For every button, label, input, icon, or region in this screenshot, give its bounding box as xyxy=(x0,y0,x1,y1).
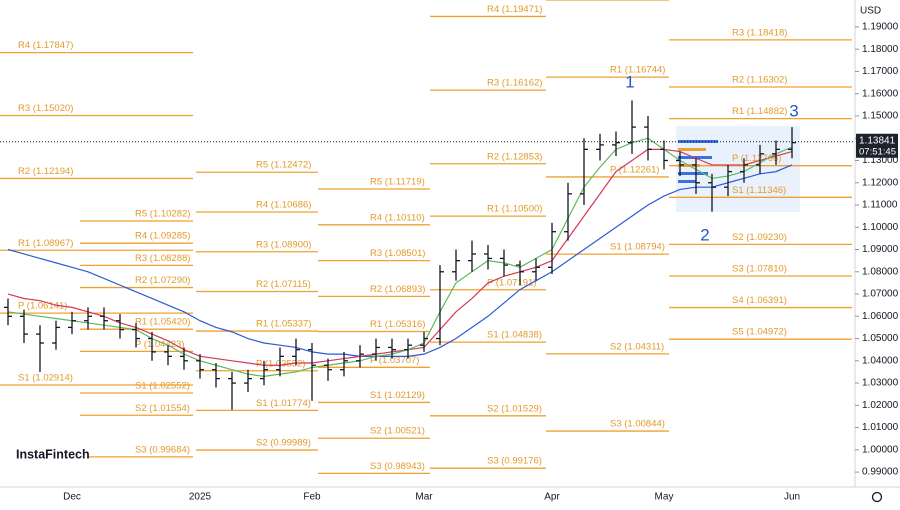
x-tick-label: 2025 xyxy=(189,492,212,503)
pivot-label: R2 (1.07290) xyxy=(135,275,190,286)
pivot-label: S5 (1.04972) xyxy=(732,327,787,338)
y-tick-label: 1.06000 xyxy=(862,311,899,322)
y-tick-label: 1.13000 xyxy=(862,155,899,166)
y-tick-label: 1.01000 xyxy=(862,422,899,433)
pivot-label: R2 (1.12853) xyxy=(487,151,542,162)
last-price-label: 1.13841 xyxy=(859,135,896,146)
pivot-label: R3 (1.08288) xyxy=(135,253,190,264)
pivot-label: R3 (1.18418) xyxy=(732,27,787,38)
pivot-label: S2 (1.04311) xyxy=(610,341,664,352)
currency: USD xyxy=(860,6,881,17)
pivot-label: R2 (1.06893) xyxy=(370,284,425,295)
last-price-box xyxy=(856,133,898,158)
pivot-label: R3 (1.08501) xyxy=(370,248,425,259)
moving-average xyxy=(7,164,793,357)
pivot-label: S4 (1.06391) xyxy=(732,295,787,306)
volume-profile-bar xyxy=(678,140,718,143)
pivot-label: R2 (1.12194) xyxy=(18,166,73,177)
pivot-label: R1 (1.05337) xyxy=(256,319,311,330)
y-tick-label: 1.02000 xyxy=(862,400,899,411)
settings-icon[interactable] xyxy=(871,491,883,503)
pivot-label: P (1.04423) xyxy=(135,339,184,350)
volume-profile-bar xyxy=(678,180,696,183)
pivot-label: S2 (1.01529) xyxy=(487,403,542,414)
y-tick-label: 1.08000 xyxy=(862,266,899,277)
y-tick-label: 1.07000 xyxy=(862,289,899,300)
pivot-label: S3 (0.99176) xyxy=(487,456,542,467)
pivot-label: S1 (1.04838) xyxy=(487,330,542,341)
y-tick-label: 1.03000 xyxy=(862,378,899,389)
y-tick-label: 1.09000 xyxy=(862,244,899,255)
pivot-label: S3 (0.99684) xyxy=(135,444,190,455)
pivot-label: P (1.03552) xyxy=(256,358,305,369)
y-tick-label: 1.15000 xyxy=(862,111,899,122)
x-tick-label: Apr xyxy=(544,492,560,503)
pivot-label: R4 (1.10110) xyxy=(370,212,425,223)
wave-annotation: 2 xyxy=(700,225,709,244)
pivot-label: R1 (1.05420) xyxy=(135,317,190,328)
pivot-label: S2 (0.99989) xyxy=(256,438,311,449)
pivot-label: R3 (1.15020) xyxy=(18,103,73,114)
y-tick-label: 1.19000 xyxy=(862,22,899,33)
pivot-label: S2 (1.09230) xyxy=(732,232,787,243)
pivot-label: R4 (1.19471) xyxy=(487,4,542,15)
volume-profile-bar xyxy=(678,148,706,151)
volume-profile-bar xyxy=(678,172,708,175)
x-tick-label: May xyxy=(655,492,674,503)
pivot-label: R5 (1.12472) xyxy=(256,160,311,171)
pivot-label: R5 (1.11719) xyxy=(370,177,425,188)
pivot-label: S1 (1.11346) xyxy=(732,185,786,196)
pivot-label: R1 (1.10500) xyxy=(487,204,542,215)
y-tick-label: 0.99000 xyxy=(862,467,899,478)
pivot-label: R2 (1.07115) xyxy=(256,279,311,290)
x-tick-label: Feb xyxy=(303,492,321,503)
pivot-label: P (1.12766) xyxy=(732,153,781,164)
pivot-label: R3 (1.08900) xyxy=(256,239,311,250)
x-tick-label: Jun xyxy=(784,492,800,503)
pivot-label: S2 (1.00521) xyxy=(370,426,425,437)
pivot-label: S3 (1.00844) xyxy=(610,419,665,430)
pivot-label: R5 (1.10282) xyxy=(135,208,190,219)
pivot-label: S3 (1.07810) xyxy=(732,264,787,275)
wave-annotation: 1 xyxy=(625,72,634,91)
y-tick-label: 1.11000 xyxy=(862,200,898,211)
x-tick-label: Mar xyxy=(415,492,433,503)
pivot-label: R4 (1.09285) xyxy=(135,231,190,242)
pivot-label: R2 (1.16302) xyxy=(732,74,787,85)
pivot-label: R1 (1.14882) xyxy=(732,106,787,117)
pivot-label: P (1.06141) xyxy=(18,301,67,312)
y-tick-label: 1.18000 xyxy=(862,44,899,55)
pivot-label: S1 (1.02914) xyxy=(18,372,73,383)
pivot-label: S2 (1.01554) xyxy=(135,403,190,414)
x-tick-label: Dec xyxy=(63,492,81,503)
pivot-label: P (1.07191) xyxy=(487,277,536,288)
pivot-label: P (1.12261) xyxy=(610,164,659,175)
y-tick-label: 1.04000 xyxy=(862,355,899,366)
pivot-label: R1 (1.05316) xyxy=(370,319,425,330)
y-tick-label: 1.12000 xyxy=(862,177,899,188)
pivot-label: R1 (1.16744) xyxy=(610,65,665,76)
pivot-label: P (1.03707) xyxy=(370,355,419,366)
wave-annotation: 3 xyxy=(789,101,798,120)
brand: InstaFintech xyxy=(16,447,90,461)
pivot-label: R1 (1.08967) xyxy=(18,238,73,249)
plot-area: R4 (1.17847) R3 (1.15020) R2 (1.12194) R1 (… xyxy=(0,0,852,475)
y-tick-label: 1.05000 xyxy=(862,333,899,344)
brand-box xyxy=(10,436,88,472)
pivot-label: S1 (1.01774) xyxy=(256,398,311,409)
y-tick-label: 1.17000 xyxy=(862,66,899,77)
pivot-label: S1 (1.08794) xyxy=(610,242,665,253)
pivot-label: S1 (1.02129) xyxy=(370,390,425,401)
pivot-label: R3 (1.16162) xyxy=(487,78,542,89)
moving-average xyxy=(7,137,793,377)
y-tick-label: 1.00000 xyxy=(862,444,899,455)
pivot-label: S1 (1.02552) xyxy=(135,381,190,392)
pivot-label: S3 (0.98943) xyxy=(370,461,425,472)
y-tick-label: 1.16000 xyxy=(862,88,899,99)
countdown: 07:51:45 xyxy=(859,146,896,157)
y-tick-label: 1.10000 xyxy=(862,222,899,233)
pivot-label: R4 (1.10686) xyxy=(256,199,311,210)
pivot-label: R4 (1.17847) xyxy=(18,40,73,51)
